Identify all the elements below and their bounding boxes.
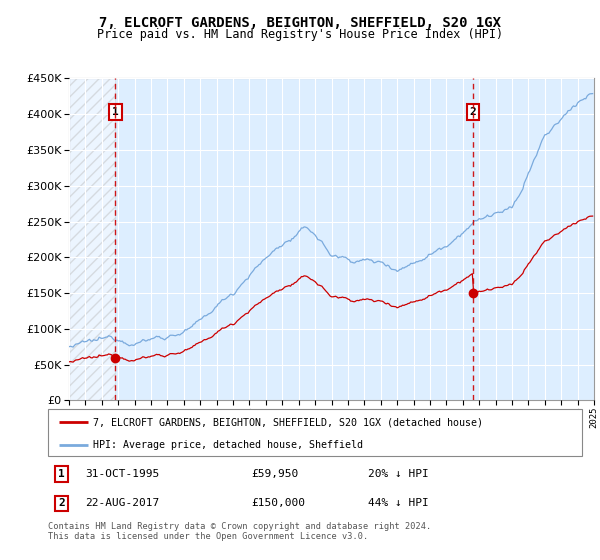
Text: 31-OCT-1995: 31-OCT-1995 [85, 469, 160, 479]
Text: 20% ↓ HPI: 20% ↓ HPI [368, 469, 429, 479]
Text: 44% ↓ HPI: 44% ↓ HPI [368, 498, 429, 508]
Text: 22-AUG-2017: 22-AUG-2017 [85, 498, 160, 508]
Text: £150,000: £150,000 [251, 498, 305, 508]
Text: £59,950: £59,950 [251, 469, 298, 479]
Text: HPI: Average price, detached house, Sheffield: HPI: Average price, detached house, Shef… [94, 440, 364, 450]
Text: 2: 2 [58, 498, 65, 508]
Text: 7, ELCROFT GARDENS, BEIGHTON, SHEFFIELD, S20 1GX: 7, ELCROFT GARDENS, BEIGHTON, SHEFFIELD,… [99, 16, 501, 30]
Text: Contains HM Land Registry data © Crown copyright and database right 2024.
This d: Contains HM Land Registry data © Crown c… [48, 522, 431, 542]
Text: 1: 1 [112, 107, 119, 117]
Text: Price paid vs. HM Land Registry's House Price Index (HPI): Price paid vs. HM Land Registry's House … [97, 28, 503, 41]
Text: 2: 2 [470, 107, 476, 117]
Text: 7, ELCROFT GARDENS, BEIGHTON, SHEFFIELD, S20 1GX (detached house): 7, ELCROFT GARDENS, BEIGHTON, SHEFFIELD,… [94, 417, 484, 427]
Bar [69, 78, 115, 400]
Text: 1: 1 [58, 469, 65, 479]
